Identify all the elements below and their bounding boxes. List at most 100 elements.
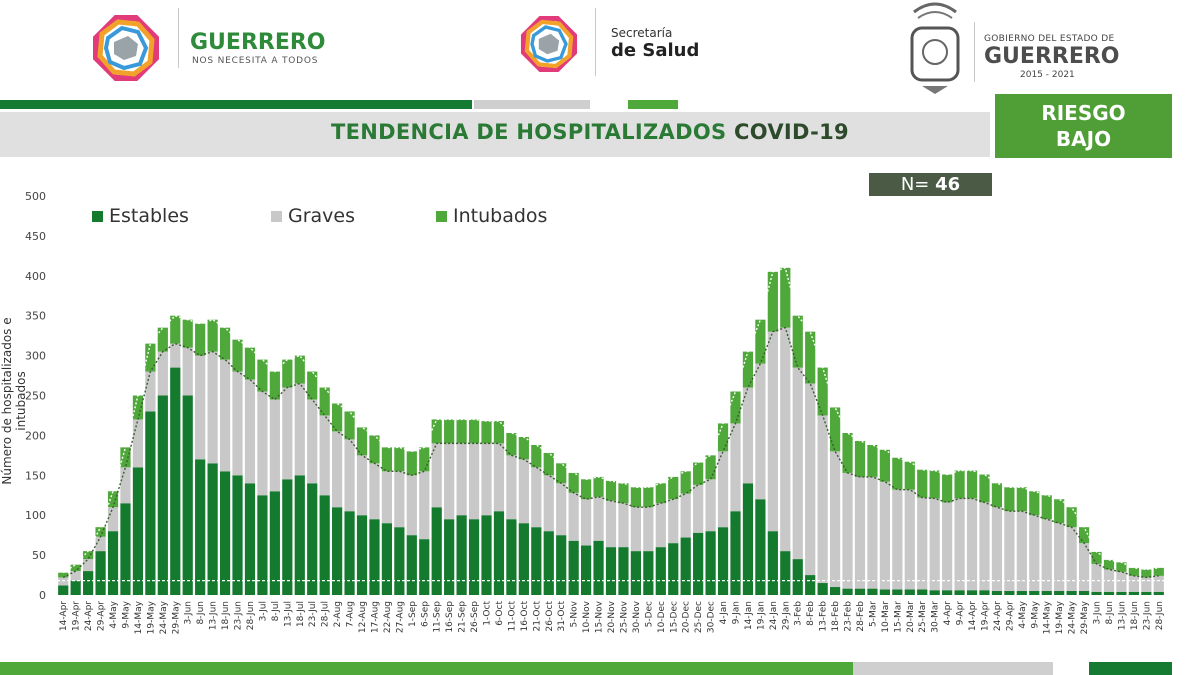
- bar-graves: [668, 499, 679, 544]
- bar-intubados: [394, 447, 405, 472]
- bar-intubados: [282, 359, 293, 388]
- bar-intubados: [182, 319, 193, 348]
- gobierno-years: 2015 - 2021: [1020, 70, 1075, 80]
- x-tick-label: 16-Sep: [445, 601, 455, 633]
- bar-estables: [1128, 591, 1139, 595]
- bar-estables: [1029, 591, 1040, 595]
- x-tick-label: 9-Jan: [731, 601, 741, 624]
- bar-estables: [792, 559, 803, 595]
- bar-graves: [979, 502, 990, 591]
- bar-graves: [1078, 543, 1090, 592]
- bar-graves: [1141, 577, 1152, 592]
- bar-graves: [966, 498, 978, 591]
- bar-estables: [817, 583, 828, 595]
- bar-graves: [195, 355, 206, 460]
- x-tick-label: 19-Apr: [72, 601, 82, 631]
- x-tick-label: 25-Nov: [619, 600, 629, 633]
- risk-level-badge: RIESGO BAJO: [995, 94, 1172, 158]
- bar-graves: [1116, 571, 1127, 592]
- bar-graves: [419, 471, 430, 540]
- x-tick-label: 9-Apr: [956, 601, 966, 626]
- bar-graves: [705, 479, 716, 532]
- legend-swatch-graves: [271, 210, 282, 222]
- x-tick-label: 3-Jun: [184, 601, 194, 625]
- x-tick-label: 10-Dec: [657, 601, 667, 633]
- gobierno-guerrero-logo: GOBIERNO DEL ESTADO DE GUERRERO 2015 - 2…: [900, 2, 1120, 98]
- bar-intubados: [730, 391, 741, 424]
- bar-graves: [593, 496, 604, 541]
- bar-estables: [705, 531, 716, 595]
- bar-intubados: [244, 347, 256, 380]
- bar-intubados: [966, 470, 978, 499]
- bar-estables: [1153, 591, 1164, 595]
- bar-estables: [892, 589, 903, 595]
- x-tick-label: 29-May: [1080, 600, 1090, 634]
- bar-estables: [979, 590, 990, 595]
- bar-graves: [1153, 575, 1164, 592]
- bar-graves: [917, 497, 928, 590]
- bar-graves: [120, 467, 131, 504]
- x-tick-label: 9-May: [1030, 600, 1040, 628]
- bar-graves: [381, 471, 393, 524]
- bar-graves: [904, 489, 915, 590]
- bar-intubados: [929, 470, 940, 499]
- x-tick-label: 7-Aug: [346, 601, 356, 627]
- x-tick-label: 21-Sep: [458, 601, 468, 633]
- bar-intubados: [593, 476, 604, 497]
- bar-estables: [1116, 591, 1127, 595]
- bar-intubados: [767, 271, 778, 332]
- bar-estables: [369, 519, 380, 595]
- bar-estables: [1091, 591, 1102, 595]
- bar-graves: [145, 371, 156, 412]
- bar-estables: [132, 467, 144, 595]
- x-tick-label: 18-Feb: [831, 601, 841, 632]
- bar-graves: [942, 502, 953, 591]
- bar-intubados: [506, 433, 517, 456]
- bar-graves: [730, 423, 741, 512]
- x-tick-label: 12-Aug: [358, 601, 368, 633]
- x-tick-label: 18-Jun: [1130, 601, 1140, 630]
- x-tick-label: 30-Mar: [931, 601, 941, 633]
- x-tick-label: 2-Aug: [333, 601, 343, 627]
- x-tick-label: 29-Jan: [781, 601, 791, 630]
- bar-estables: [680, 537, 691, 595]
- x-tick-label: 5-Nov: [570, 600, 580, 627]
- bar-intubados: [219, 327, 231, 360]
- x-tick-label: 16-Oct: [520, 601, 530, 632]
- bar-intubados: [356, 427, 368, 456]
- x-tick-label: 1-Oct: [483, 601, 493, 626]
- bar-graves: [655, 503, 666, 548]
- bar-intubados: [556, 463, 567, 484]
- bar-graves: [170, 343, 181, 368]
- x-tick-label: 20-Nov: [607, 600, 617, 633]
- bar-intubados: [132, 395, 144, 420]
- strip-gray: [474, 100, 590, 109]
- x-tick-label: 24-May: [159, 600, 169, 634]
- bar-graves: [157, 351, 168, 396]
- x-tick-label: 19-Jan: [756, 601, 766, 630]
- bar-graves: [680, 493, 691, 538]
- bar-graves: [1016, 511, 1027, 592]
- bar-estables: [568, 540, 579, 595]
- bar-estables: [1054, 591, 1065, 595]
- legend-estables: Estables: [92, 205, 189, 227]
- bar-graves: [244, 379, 256, 484]
- bar-graves: [307, 399, 318, 484]
- x-tick-label: 23-Jun: [1142, 601, 1152, 630]
- bar-intubados: [170, 315, 181, 344]
- x-tick-label: 15-Dec: [669, 601, 679, 633]
- secretaria-salud-logo: Secretaría de Salud: [515, 8, 705, 88]
- bar-estables: [556, 535, 567, 595]
- bar-estables: [805, 575, 816, 595]
- bar-intubados: [867, 444, 878, 477]
- bar-graves: [207, 351, 218, 464]
- bar-intubados: [842, 433, 853, 473]
- y-tick-label: 150: [25, 469, 46, 482]
- bar-intubados: [705, 455, 716, 480]
- bar-intubados: [717, 423, 729, 452]
- bar-graves: [767, 331, 778, 532]
- bar-estables: [431, 507, 442, 595]
- bar-estables: [83, 571, 94, 595]
- bar-estables: [929, 590, 940, 595]
